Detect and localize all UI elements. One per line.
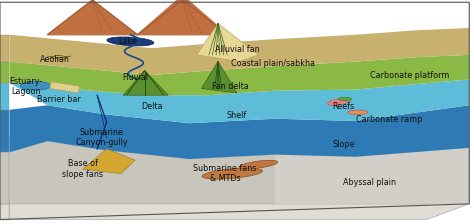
Polygon shape [0,152,9,204]
Polygon shape [47,0,137,35]
Text: Submarine fans
& MTDs: Submarine fans & MTDs [193,164,257,183]
Polygon shape [0,83,9,110]
Text: Shelf: Shelf [227,111,247,120]
Ellipse shape [20,82,51,90]
Polygon shape [0,204,9,220]
Polygon shape [201,62,237,93]
Polygon shape [83,149,135,174]
Polygon shape [9,55,469,95]
Text: Submarine
Canyon-gully: Submarine Canyon-gully [75,128,128,147]
Polygon shape [0,110,9,152]
Text: Slope: Slope [332,140,355,149]
Polygon shape [0,62,9,83]
Text: Fluvial: Fluvial [122,73,148,82]
Text: Delta: Delta [141,102,163,111]
Text: Coastal plain/sabkha: Coastal plain/sabkha [230,59,315,68]
Polygon shape [9,80,469,123]
Ellipse shape [328,98,350,106]
Polygon shape [9,188,469,220]
Polygon shape [123,71,168,95]
Text: Carbonate platform: Carbonate platform [370,71,450,80]
Text: Lake: Lake [118,37,137,46]
Polygon shape [0,35,9,62]
Ellipse shape [239,160,278,169]
Ellipse shape [202,168,263,179]
Ellipse shape [348,110,368,115]
Text: Base of
slope fans: Base of slope fans [63,159,103,179]
Polygon shape [197,24,258,62]
Polygon shape [50,82,80,93]
Ellipse shape [338,97,352,101]
Text: Estuary-
Lagoon: Estuary- Lagoon [9,77,43,96]
Text: Barrier bar: Barrier bar [37,95,81,104]
Text: Reefs: Reefs [333,102,355,111]
Text: Alluvial fan: Alluvial fan [215,45,259,54]
Text: Fan delta: Fan delta [211,82,248,91]
Polygon shape [9,137,469,204]
Polygon shape [275,148,469,204]
Polygon shape [137,0,228,35]
Text: Carbonate ramp: Carbonate ramp [356,115,422,124]
Polygon shape [9,105,469,159]
Ellipse shape [107,37,154,46]
Text: Aeolian: Aeolian [39,55,70,64]
Text: Abyssal plain: Abyssal plain [343,178,396,187]
Polygon shape [9,28,469,75]
